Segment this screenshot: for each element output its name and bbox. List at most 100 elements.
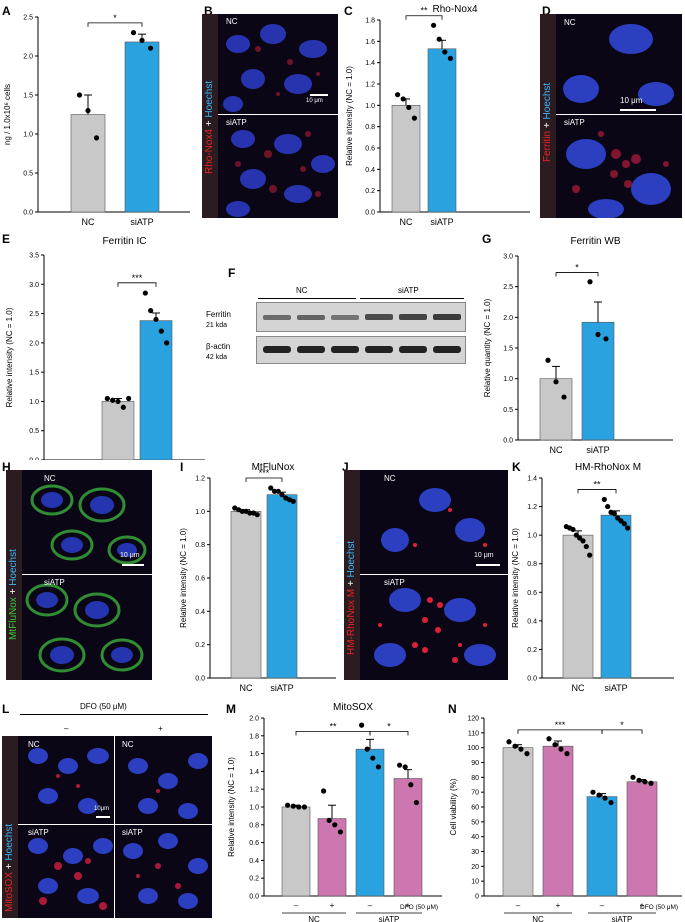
western-blot: NC siATP Ferritin 21 kda β-actin 42 kda	[206, 282, 472, 382]
data-point-I	[247, 510, 253, 516]
data-point-C	[406, 104, 412, 111]
data-point-K	[601, 496, 607, 503]
sig-bracket-I	[245, 477, 283, 482]
data-point-N	[524, 751, 530, 757]
y-axis-label-E: Relative intensity (NC = 1.0)	[5, 307, 14, 407]
sig-label-G: *	[575, 263, 579, 273]
chart-g: 0.0 0.5 1.0 1.5 2.0 2.5 3.0 Ferritin WB Relative…	[483, 236, 673, 455]
image-label-siatp-l-left: siATP	[28, 828, 49, 837]
stain-label-j: HM-RhoNox M + Hoechst	[346, 540, 357, 655]
wb-row-actin: β-actin	[206, 342, 231, 351]
label-strip-j: HM-RhoNox M + Hoechst	[344, 470, 360, 680]
y-tick-label-E: 0.0	[29, 458, 39, 461]
image-label-nc-d: NC	[564, 18, 576, 27]
data-point-A	[93, 135, 100, 141]
scale-bar-j	[476, 564, 500, 566]
y-tick-label-I: 0.2	[195, 642, 205, 649]
x-tick-label-I: siATP	[270, 683, 293, 693]
y-tick-label-G: 1.5	[503, 346, 513, 353]
micrograph-l-cells	[28, 748, 208, 910]
chart-title-C: Rho-Nox4	[432, 4, 477, 15]
y-tick-label-G: 2.0	[503, 315, 513, 322]
stain-label-d: Ferritin + Hoechst	[542, 82, 553, 162]
data-point-E	[120, 404, 126, 410]
sig-label-C: **	[420, 6, 428, 16]
data-point-K	[583, 543, 589, 550]
x-tick-label-K: siATP	[604, 683, 627, 693]
bar-G	[539, 378, 573, 441]
y-tick-label-N: 60	[471, 805, 479, 812]
y-tick-label-E: 1.5	[29, 370, 39, 377]
wb-ferritin-membrane	[256, 302, 466, 332]
image-label-siatp-d: siATP	[564, 118, 585, 127]
image-label-siatp-h: siATP	[44, 578, 65, 587]
y-tick-label-K: 0.6	[527, 590, 537, 597]
chart-k: 0.0 0.2 0.4 0.6 0.8 1.0 1.2 1.4 HM-RhoNox M Relat…	[511, 462, 674, 693]
sig-label-M: **	[329, 721, 337, 731]
data-point-M	[285, 802, 291, 808]
data-point-K	[580, 538, 586, 544]
y-tick-label-I: 0.4	[195, 609, 205, 616]
data-point-N	[518, 746, 524, 752]
y-tick-label-E: 2.5	[29, 311, 39, 318]
y-tick-label-G: 2.5	[503, 284, 513, 291]
x-tick-label-N: +	[556, 901, 561, 910]
chart-title-M: MitoSOX	[333, 702, 373, 713]
data-point-C	[411, 115, 417, 121]
scale-bar-label-b: 10 μm	[306, 98, 323, 104]
y-tick-label-M: 0.0	[249, 894, 259, 901]
y-tick-label-N: 100	[467, 745, 479, 752]
data-point-N	[552, 742, 558, 748]
wb-group-siatp: siATP	[398, 286, 419, 295]
y-tick-label-M: 0.6	[249, 840, 259, 847]
data-point-C	[400, 96, 406, 102]
data-point-M	[408, 782, 414, 788]
image-label-nc-l-left: NC	[28, 740, 40, 749]
x-tick-label-G: NC	[550, 445, 563, 455]
dfo-plus-l: +	[158, 724, 163, 733]
scale-bar-label-h: 10 μm	[120, 552, 140, 559]
wb-row-ferritin: Ferritin	[206, 310, 231, 319]
y-tick-label-I: 1.2	[195, 476, 205, 483]
sig-bracket-E	[117, 282, 157, 287]
micrograph-j: NC siATP 10 μm	[360, 470, 508, 680]
data-point-E	[115, 398, 121, 405]
data-point-K	[625, 525, 631, 531]
y-axis-label-A: ng / 1.0x10⁶ cells	[3, 84, 12, 145]
data-point-N	[590, 789, 596, 795]
y-tick-label-C: 1.0	[365, 103, 375, 110]
y-tick-label-M: 0.2	[249, 876, 259, 883]
data-point-M	[301, 804, 307, 810]
chart-m: 0.0 0.2 0.4 0.6 0.8 1.0 1.2 1.4 1.6 1.8 2.0 MitoSOX…	[227, 702, 442, 922]
y-tick-label-A: 0.5	[23, 171, 33, 178]
y-tick-label-C: 0.2	[365, 188, 375, 195]
y-tick-label-N: 110	[468, 730, 479, 737]
bar-E	[101, 401, 135, 460]
y-tick-label-K: 1.0	[527, 533, 537, 540]
data-point-A	[139, 37, 145, 44]
data-point-I	[290, 498, 296, 504]
y-tick-label-E: 2.0	[29, 340, 39, 347]
scale-bar-label-l: 10μm	[94, 806, 110, 812]
sig-bracket-G	[555, 272, 599, 277]
bar-C	[427, 48, 457, 213]
bar-M	[281, 806, 311, 897]
y-tick-label-G: 0.5	[503, 407, 513, 414]
data-point-M	[332, 822, 338, 828]
y-tick-label-C: 0.6	[365, 146, 375, 153]
y-tick-label-M: 1.8	[249, 733, 259, 740]
data-point-N	[558, 746, 564, 752]
y-tick-label-K: 0.4	[527, 618, 537, 625]
bar-G	[581, 321, 615, 441]
panel-label-f: F	[228, 266, 236, 280]
scale-bar-label-j: 10 μm	[474, 552, 494, 559]
y-tick-label-A: 2.0	[23, 54, 33, 61]
y-tick-label-N: 40	[471, 834, 479, 841]
image-label-siatp-l-right: siATP	[122, 828, 143, 837]
y-tick-label-E: 0.5	[29, 428, 39, 435]
y-tick-label-C: 0.4	[365, 167, 375, 174]
x-tick-label-M: +	[406, 901, 411, 910]
data-point-M	[413, 799, 419, 806]
group-label-M: siATP	[379, 915, 400, 922]
panel-label-g: G	[482, 232, 492, 246]
